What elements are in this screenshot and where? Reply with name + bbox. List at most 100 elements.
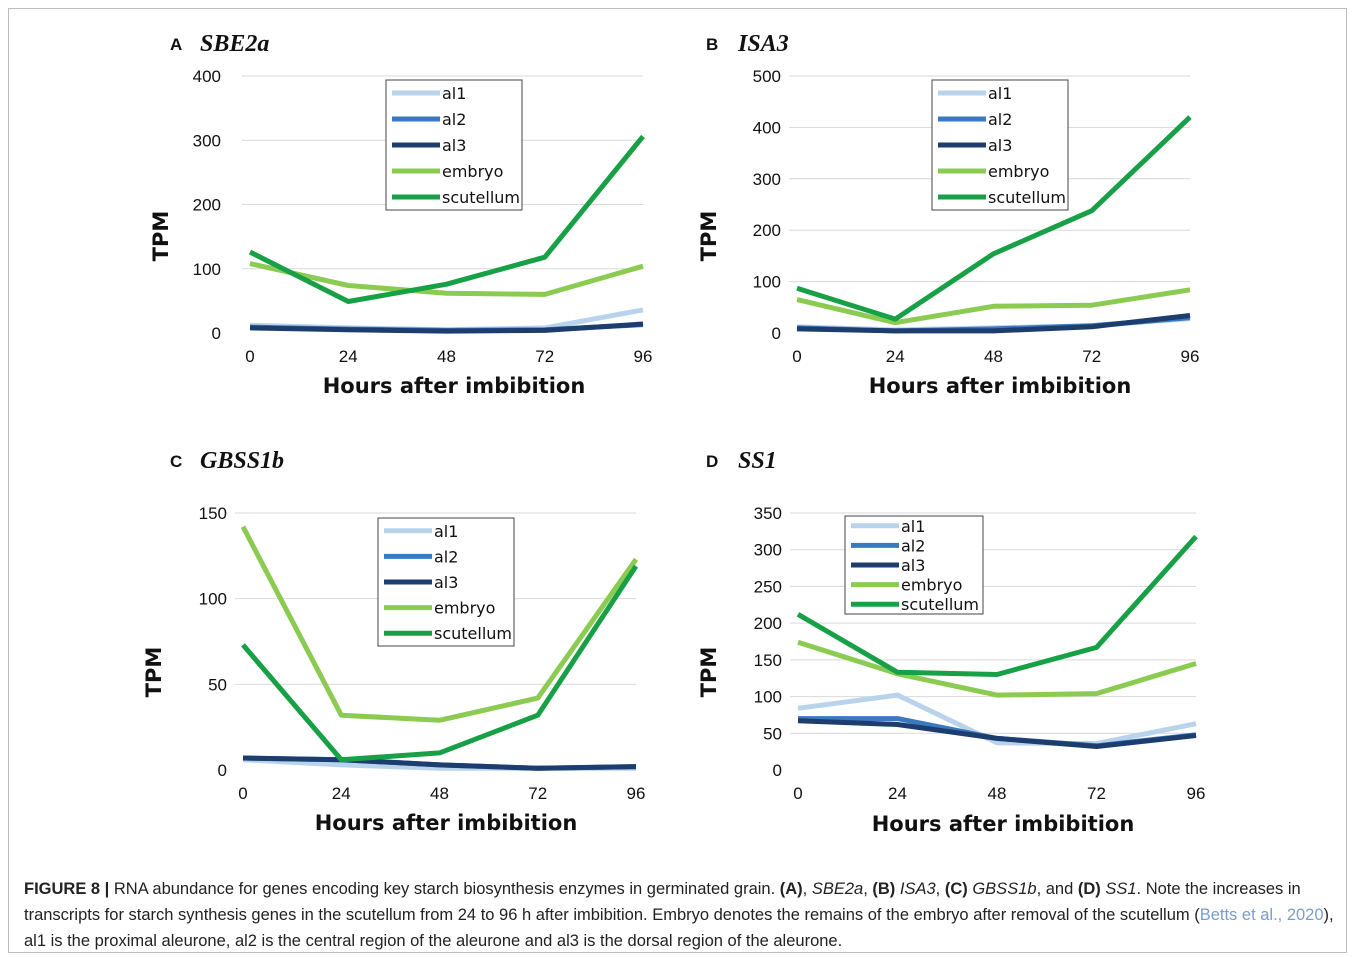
x-tick-label: 24 [332,784,351,803]
x-tick-label: 72 [535,347,554,366]
caption-label: FIGURE 8 | [24,880,110,898]
y-tick-label: 300 [753,170,781,189]
caption-text-1: RNA abundance for genes encoding key sta… [109,880,780,898]
x-axis-label: Hours after imbibition [872,812,1135,836]
caption-citation-link[interactable]: Betts et al., 2020 [1199,906,1324,924]
caption-gene-c: GBSS1b [972,880,1037,898]
x-axis-label: Hours after imbibition [869,374,1132,398]
x-tick-label: 24 [886,347,905,366]
legend-label-al3: al3 [901,556,925,575]
legend-label-al2: al2 [901,536,925,555]
x-tick-label: 96 [1181,347,1200,366]
x-tick-label: 96 [1187,784,1206,803]
series-line-al3 [796,313,1191,334]
series-line-al3 [242,755,637,771]
x-tick-label: 72 [1082,347,1101,366]
legend-label-scutellum: scutellum [901,595,979,614]
caption-text-3: ), al1 is the proximal aleurone, al2 is … [24,906,1334,950]
legend-label-scutellum: scutellum [988,188,1066,207]
series-line-al3 [797,718,1197,749]
legend-label-scutellum: scutellum [434,624,512,643]
series-line-al1 [797,692,1197,747]
legend-label-al2: al2 [434,547,458,566]
x-tick-label: 72 [1087,784,1106,803]
series-line-embryo [240,525,639,723]
y-tick-label: 100 [754,688,782,707]
series-line-embryo [797,639,1197,698]
y-tick-label: 200 [753,221,781,240]
legend-label-al1: al1 [901,517,925,536]
y-tick-label: 0 [218,761,227,780]
series-line-scutellum [796,534,1198,677]
y-tick-label: 50 [763,724,782,743]
y-tick-label: 300 [193,131,221,150]
series-line-embryo [249,261,644,297]
legend-label-al1: al1 [434,522,458,541]
y-axis-label: TPM [697,647,721,698]
x-tick-label: 48 [430,784,449,803]
x-axis-label: Hours after imbibition [315,811,578,835]
legend-label-embryo: embryo [434,599,495,618]
series-line-scutellum [248,134,645,304]
x-tick-label: 48 [984,347,1003,366]
y-tick-label: 100 [753,273,781,292]
legend-label-al2: al2 [442,110,466,129]
y-axis-label: TPM [697,211,721,262]
x-tick-label: 0 [792,347,801,366]
figure-caption: FIGURE 8 | RNA abundance for genes encod… [24,880,1334,950]
y-tick-label: 500 [753,67,781,86]
y-tick-label: 100 [199,590,227,609]
y-tick-label: 200 [193,196,221,215]
y-tick-label: 300 [754,541,782,560]
figure-frame [8,8,1347,953]
y-tick-label: 0 [212,324,221,343]
legend-label-embryo: embryo [442,162,503,181]
caption-panel-d: (D) [1077,880,1101,898]
legend-label-al3: al3 [988,136,1012,155]
x-tick-label: 24 [339,347,358,366]
caption-and: , and [1036,880,1078,898]
legend-label-scutellum: scutellum [442,188,520,207]
series-line-al3 [249,321,644,334]
x-tick-label: 72 [528,784,547,803]
y-tick-label: 50 [208,675,227,694]
x-tick-label: 0 [238,784,247,803]
legend-label-al1: al1 [988,84,1012,103]
x-tick-label: 96 [627,784,646,803]
caption-text-2: . Note the increases in transcripts for … [24,880,1301,924]
x-tick-label: 24 [888,784,907,803]
panel-letter: A [170,35,182,54]
legend-label-al2: al2 [988,110,1012,129]
x-tick-label: 48 [437,347,456,366]
series-line-scutellum [796,115,1192,322]
x-tick-label: 0 [245,347,254,366]
y-axis-label: TPM [149,211,173,262]
y-tick-label: 200 [754,614,782,633]
y-tick-label: 400 [753,118,781,137]
y-tick-label: 0 [772,324,781,343]
y-axis-label: TPM [142,647,166,698]
x-axis-label: Hours after imbibition [323,374,586,398]
legend-label-al3: al3 [442,136,466,155]
caption-gene-a: SBE2a [811,880,864,898]
y-tick-label: 350 [754,504,782,523]
panel-letter: B [706,35,718,54]
chart-title: SS1 [738,448,777,474]
legend-label-al1: al1 [442,84,466,103]
caption-panel-a: (A) [779,880,803,898]
legend-label-embryo: embryo [901,576,962,595]
x-tick-label: 48 [988,784,1007,803]
panel-letter: D [706,452,718,471]
panel-letter: C [170,452,182,471]
caption-gene-d: SS1 [1105,880,1137,898]
y-tick-label: 250 [754,577,782,596]
caption-gene-b: ISA3 [899,880,936,898]
series-line-scutellum [241,564,639,763]
chart-title: SBE2a [200,31,269,57]
chart-title: GBSS1b [200,448,284,474]
caption-panel-c: (C) [944,880,968,898]
chart-title: ISA3 [737,31,789,57]
